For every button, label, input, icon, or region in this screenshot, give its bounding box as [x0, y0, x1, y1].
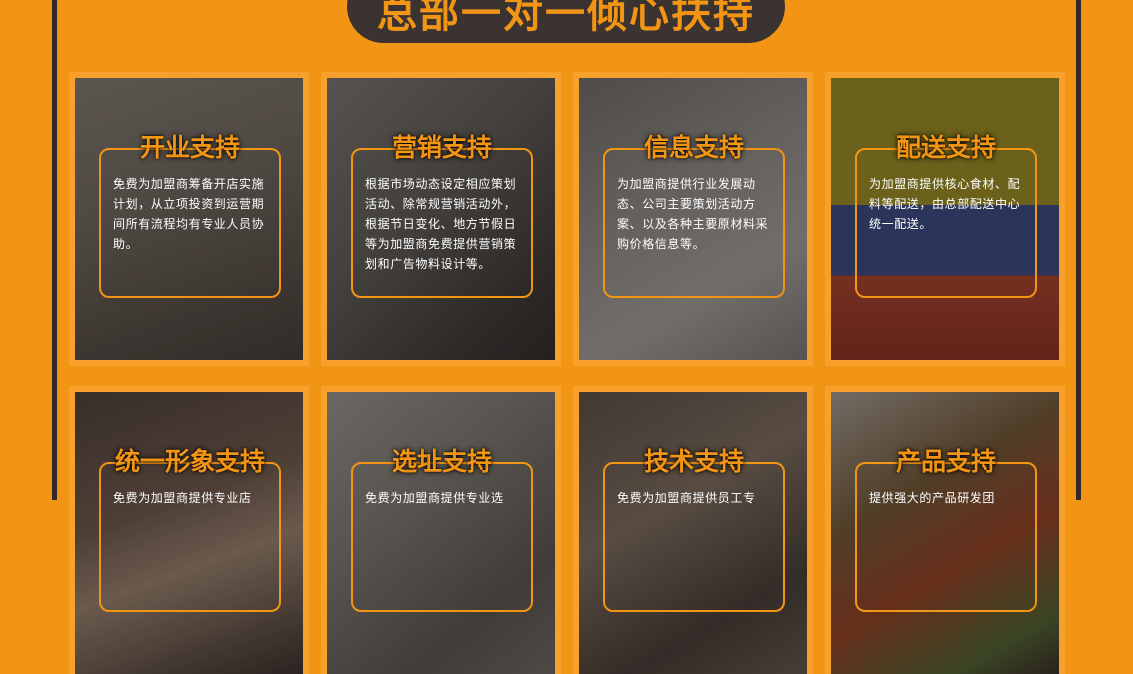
- support-card-technical: 技术支持 免费为加盟商提供员工专: [573, 386, 813, 674]
- right-border-bar: [1076, 0, 1081, 500]
- card-title: 营销支持: [391, 133, 493, 162]
- card-frame: 营销支持 根据市场动态设定相应策划活动、除常规营销活动外，根据节日变化、地方节假…: [351, 133, 533, 298]
- card-title: 统一形象支持: [114, 447, 266, 476]
- left-border-bar: [52, 0, 57, 500]
- card-description: 为加盟商提供行业发展动态、公司主要策划活动方案、以及各种主要原材料采购价格信息等…: [617, 177, 769, 251]
- card-frame: 配送支持 为加盟商提供核心食材、配料等配送，由总部配送中心统一配送。: [855, 133, 1037, 298]
- card-frame: 开业支持 免费为加盟商筹备开店实施计划，从立项投资到运营期间所有流程均有专业人员…: [99, 133, 281, 298]
- card-description: 免费为加盟商筹备开店实施计划，从立项投资到运营期间所有流程均有专业人员协助。: [113, 177, 265, 251]
- card-frame: 统一形象支持 免费为加盟商提供专业店: [99, 447, 281, 612]
- card-description: 提供强大的产品研发团: [869, 491, 996, 505]
- card-title: 技术支持: [643, 447, 745, 476]
- support-card-site: 选址支持 免费为加盟商提供专业选: [321, 386, 561, 674]
- card-description: 为加盟商提供核心食材、配料等配送，由总部配送中心统一配送。: [869, 177, 1021, 231]
- card-title: 开业支持: [139, 133, 241, 162]
- card-description: 免费为加盟商提供专业店: [113, 491, 252, 505]
- support-card-image: 统一形象支持 免费为加盟商提供专业店: [69, 386, 309, 674]
- card-description: 免费为加盟商提供专业选: [365, 491, 504, 505]
- card-title: 选址支持: [391, 447, 493, 476]
- card-description: 免费为加盟商提供员工专: [617, 491, 756, 505]
- support-card-opening: 开业支持 免费为加盟商筹备开店实施计划，从立项投资到运营期间所有流程均有专业人员…: [69, 72, 309, 366]
- card-title: 产品支持: [895, 447, 997, 476]
- support-card-information: 信息支持 为加盟商提供行业发展动态、公司主要策划活动方案、以及各种主要原材料采购…: [573, 72, 813, 366]
- card-frame: 产品支持 提供强大的产品研发团: [855, 447, 1037, 612]
- card-frame: 选址支持 免费为加盟商提供专业选: [351, 447, 533, 612]
- support-card-product: 产品支持 提供强大的产品研发团: [825, 386, 1065, 674]
- page-title: 总部一对一倾心扶持: [377, 0, 755, 37]
- title-banner: 总部一对一倾心扶持: [347, 0, 785, 43]
- support-card-delivery: 配送支持 为加盟商提供核心食材、配料等配送，由总部配送中心统一配送。: [825, 72, 1065, 366]
- card-title: 配送支持: [895, 133, 997, 162]
- card-title: 信息支持: [643, 133, 745, 162]
- card-description: 根据市场动态设定相应策划活动、除常规营销活动外，根据节日变化、地方节假日等为加盟…: [365, 177, 517, 271]
- card-frame: 技术支持 免费为加盟商提供员工专: [603, 447, 785, 612]
- support-card-marketing: 营销支持 根据市场动态设定相应策划活动、除常规营销活动外，根据节日变化、地方节假…: [321, 72, 561, 366]
- card-frame: 信息支持 为加盟商提供行业发展动态、公司主要策划活动方案、以及各种主要原材料采购…: [603, 133, 785, 298]
